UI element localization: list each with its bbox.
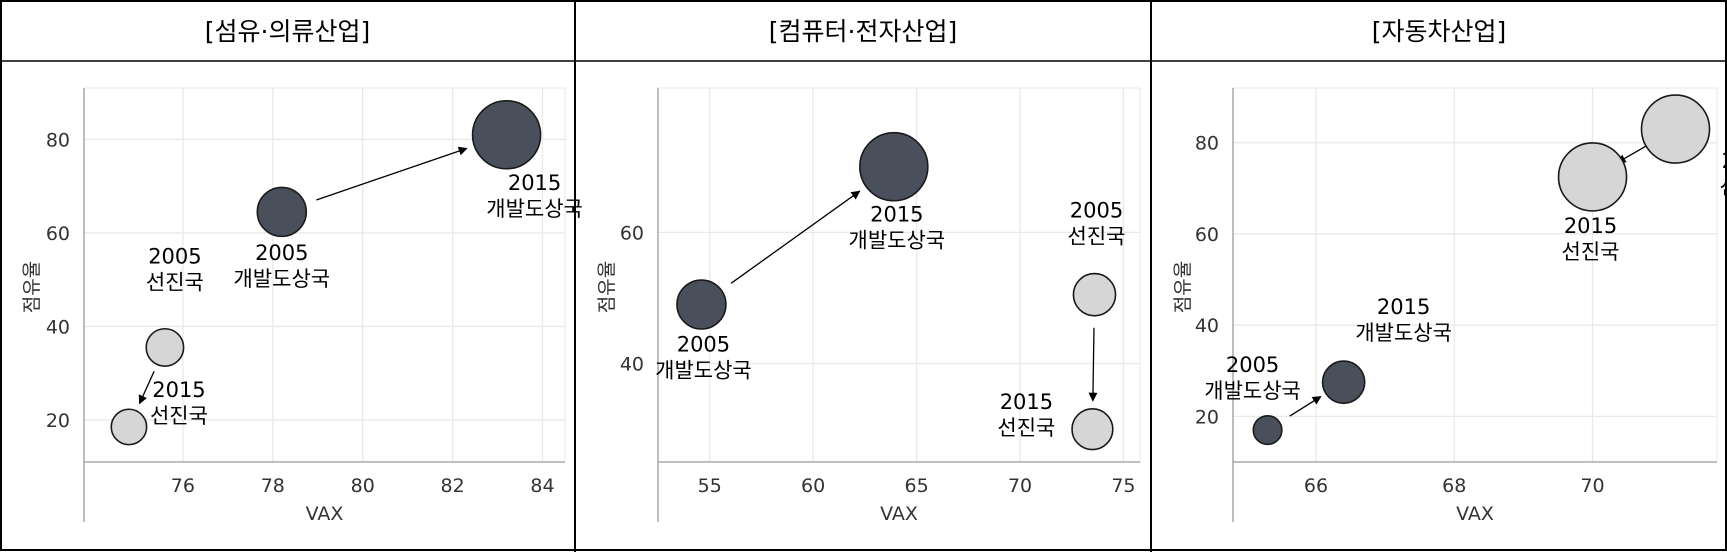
- y-tick-label: 20: [1195, 406, 1219, 428]
- data-label-line: 2015: [1377, 295, 1430, 319]
- data-label-line: 선진국: [150, 404, 208, 428]
- data-label-line: 선진국: [146, 270, 204, 294]
- data-label-line: 2005: [148, 244, 201, 268]
- data-label-line: 개발도상국: [233, 267, 330, 291]
- data-label-line: 2005: [1070, 199, 1123, 223]
- chart-title: [섬유·의류산업]: [205, 17, 370, 46]
- x-tick-label: 68: [1442, 475, 1466, 497]
- data-label-line: 선진국: [1562, 240, 1620, 264]
- y-tick-label: 40: [1195, 315, 1219, 337]
- x-tick-label: 80: [351, 475, 375, 497]
- data-label-line: 2015: [870, 203, 923, 227]
- bubble-point: [110, 408, 148, 446]
- y-axis-label: 점유율: [596, 261, 618, 313]
- x-tick-label: 55: [698, 475, 722, 497]
- trend-arrow: [1616, 142, 1651, 164]
- x-tick-label: 76: [171, 475, 195, 497]
- data-label-line: 2015: [1564, 214, 1617, 238]
- data-label-line: 선진국: [1720, 175, 1727, 199]
- x-axis-label: VAX: [880, 503, 918, 525]
- y-tick-label: 80: [46, 129, 70, 151]
- y-tick-label: 40: [46, 316, 70, 338]
- data-label-line: 2015: [508, 171, 561, 195]
- data-label-line: 개발도상국: [486, 197, 583, 221]
- bubble-point: [1071, 407, 1114, 451]
- chart-title: [자동차산업]: [1372, 17, 1507, 46]
- y-axis-label: 점유율: [1172, 261, 1194, 313]
- x-tick-label: 65: [904, 475, 928, 497]
- y-tick-label: 20: [46, 410, 70, 432]
- data-label-line: 2015: [1000, 390, 1053, 414]
- bubble-point: [1252, 414, 1283, 446]
- bubble-point: [471, 99, 542, 170]
- trend-arrow: [138, 371, 155, 405]
- data-label: 2015 개발도상국: [849, 203, 946, 253]
- bubble-point: [676, 279, 727, 330]
- data-label-line: 선진국: [1068, 225, 1126, 249]
- trend-arrow: [316, 146, 468, 201]
- data-label: 2005 개발도상국: [655, 333, 752, 383]
- data-label-line: 2005: [677, 333, 730, 357]
- x-tick-label: 60: [801, 475, 825, 497]
- x-tick-label: 70: [1008, 475, 1032, 497]
- data-label: 2005 개발도상국: [1204, 353, 1301, 403]
- data-label-line: 2005: [1722, 149, 1727, 173]
- data-label-line: 2005: [255, 241, 308, 265]
- data-label-line: 개발도상국: [1204, 379, 1301, 403]
- data-label-line: 개발도상국: [849, 229, 946, 253]
- x-tick-label: 84: [530, 475, 554, 497]
- x-tick-label: 66: [1304, 475, 1328, 497]
- data-label: 2015 선진국: [150, 378, 208, 428]
- x-tick-label: 78: [261, 475, 285, 497]
- data-label: 2015 개발도상국: [486, 171, 583, 221]
- bubble-point: [859, 131, 929, 202]
- x-axis-label: VAX: [1456, 503, 1494, 525]
- bubble-point: [145, 327, 185, 367]
- bubble-point: [256, 186, 308, 238]
- x-axis-label: VAX: [306, 503, 344, 525]
- data-label: 2005 개발도상국: [233, 241, 330, 291]
- bubble-point: [1557, 142, 1628, 212]
- x-tick-label: 70: [1580, 475, 1604, 497]
- data-label-line: 개발도상국: [1355, 321, 1452, 345]
- bubble-point: [1321, 360, 1366, 405]
- y-axis-label: 점유율: [21, 261, 43, 313]
- bubble-point: [1072, 272, 1117, 317]
- y-tick-label: 60: [1195, 224, 1219, 246]
- trend-arrow: [730, 190, 861, 284]
- data-label: 2005 선진국: [1720, 149, 1727, 199]
- data-label-line: 개발도상국: [655, 359, 752, 383]
- y-tick-label: 60: [46, 223, 70, 245]
- data-label: 2015 선진국: [1562, 214, 1620, 264]
- data-label: 2015 선진국: [997, 390, 1055, 440]
- data-label: 2015 개발도상국: [1355, 295, 1452, 345]
- trend-arrow: [1289, 395, 1322, 417]
- chart-title: [컴퓨터·전자산업]: [769, 17, 957, 46]
- y-tick-label: 60: [620, 222, 644, 244]
- y-tick-label: 40: [620, 354, 644, 376]
- trend-arrow: [1088, 327, 1098, 402]
- data-label-line: 2015: [152, 378, 205, 402]
- x-tick-label: 75: [1111, 475, 1135, 497]
- bubble-point: [1640, 94, 1711, 164]
- data-label-line: 2005: [1226, 353, 1279, 377]
- y-tick-label: 80: [1195, 133, 1219, 155]
- x-tick-label: 82: [441, 475, 465, 497]
- data-label-line: 선진국: [997, 416, 1055, 440]
